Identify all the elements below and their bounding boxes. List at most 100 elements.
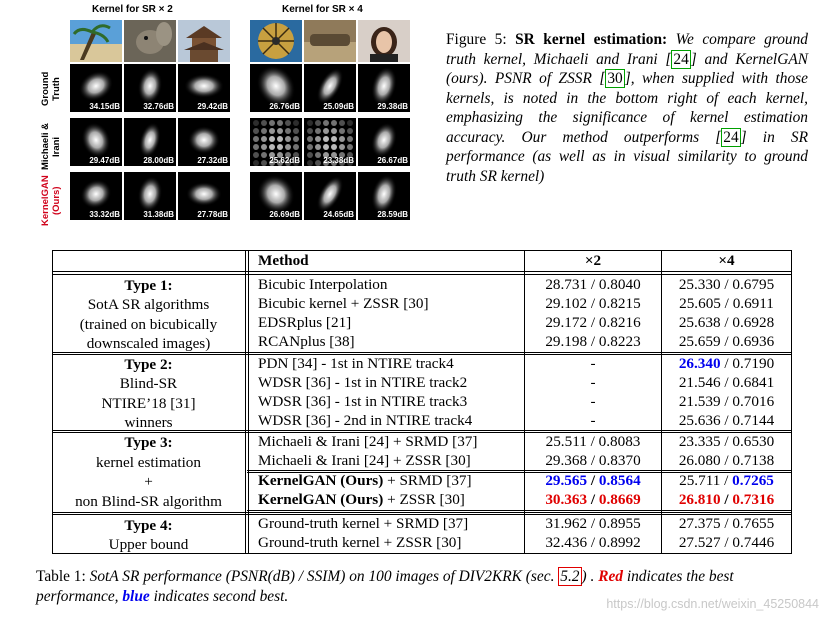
method-cell: Ground-truth kernel + ZSSR [30] — [258, 534, 462, 551]
citation-link[interactable]: [24] — [715, 127, 747, 147]
header-x4: ×4 — [718, 252, 735, 269]
label-ground-truth: Ground Truth — [40, 71, 62, 107]
psnr-label: 26.67dB — [377, 156, 408, 165]
figure-label: Figure 5: — [446, 31, 507, 48]
method-cell: KernelGAN (Ours) + ZSSR [30] — [258, 491, 465, 508]
psnr-label: 34.15dB — [89, 102, 120, 111]
table-caption: Table 1: SotA SR performance (PSNR(dB) /… — [36, 567, 734, 605]
x4-cell: 25.711 / 0.7265 — [679, 472, 774, 489]
kernel-thumb: 26.69dB — [250, 172, 302, 220]
x4-cell: 21.539 / 0.7016 — [678, 393, 775, 410]
psnr-label: 32.76dB — [143, 102, 174, 111]
x2-cell: - — [590, 412, 596, 429]
group-type4: Type 4: Upper bound — [108, 517, 189, 554]
label-michaeli-irani: Michaeli & Irani — [40, 123, 62, 171]
photo-pagoda — [178, 20, 230, 62]
x2-cell: 28.731 / 0.8040 — [545, 276, 641, 293]
header-x2: Kernel for SR × 2 — [92, 4, 173, 15]
x2-cell: - — [590, 374, 596, 391]
kernel-thumb: 26.76dB — [250, 64, 302, 112]
method-cell: Michaeli & Irani [24] + SRMD [37] — [258, 433, 478, 450]
table-label: Table 1: — [36, 568, 86, 585]
psnr-label: 25.09dB — [323, 102, 354, 111]
header-method: Method — [258, 252, 309, 269]
x2-cell: 31.962 / 0.8955 — [545, 515, 641, 532]
psnr-label: 29.47dB — [89, 156, 120, 165]
photo-wood — [304, 20, 356, 62]
kernel-thumb: 29.42dB — [178, 64, 230, 112]
x2-cell: 29.368 / 0.8370 — [545, 452, 641, 469]
group-type2: Type 2: Blind-SR NTIRE’18 [31] winners — [101, 356, 196, 431]
watermark: https://blog.csdn.net/weixin_45250844 — [606, 597, 819, 611]
x2-cell: 25.511 / 0.8083 — [545, 433, 641, 450]
x4-cell: 25.636 / 0.7144 — [678, 412, 775, 429]
method-cell: WDSR [36] - 1st in NTIRE track3 — [258, 393, 468, 410]
method-cell: Ground-truth kernel + SRMD [37] — [258, 515, 469, 532]
x4-cell: 26.080 / 0.7138 — [678, 452, 775, 469]
x4-cell: 25.330 / 0.6795 — [678, 276, 775, 293]
x2-cell: - — [590, 355, 596, 372]
psnr-label: 33.32dB — [89, 210, 120, 219]
group-type3: Type 3: kernel estimation + non Blind-SR al… — [75, 434, 222, 510]
kernel-thumb: 27.78dB — [178, 172, 230, 220]
x2-cell: 29.198 / 0.8223 — [545, 333, 641, 350]
x2-cell: 32.436 / 0.8992 — [545, 534, 641, 551]
x2-cell: 29.102 / 0.8215 — [545, 295, 641, 312]
photo-beach — [70, 20, 122, 62]
figure-caption: Figure 5: SR kernel estimation: We compa… — [446, 31, 808, 185]
psnr-label: 28.59dB — [377, 210, 408, 219]
kernel-figure: Kernel for SR × 2 Kernel for SR × 4 Grou… — [40, 0, 435, 232]
kernel-thumb: 26.67dB — [358, 118, 410, 166]
citation-link[interactable]: [30] — [599, 69, 631, 88]
kernel-thumb: 23.38dB — [304, 118, 356, 166]
group-type1: Type 1: SotA SR algorithms (trained on bic… — [79, 277, 218, 352]
x2-cell: - — [590, 393, 596, 410]
psnr-label: 25.62dB — [269, 156, 300, 165]
method-cell: Bicubic Interpolation — [258, 276, 388, 293]
photo-girl — [358, 20, 410, 62]
x4-cell: 23.335 / 0.6530 — [678, 433, 775, 450]
method-cell: KernelGAN (Ours) + SRMD [37] — [258, 472, 472, 489]
kernel-thumb: 25.62dB — [250, 118, 302, 166]
psnr-label: 27.78dB — [197, 210, 228, 219]
psnr-label: 24.65dB — [323, 210, 354, 219]
kernel-thumb: 32.76dB — [124, 64, 176, 112]
x4-cell: 25.659 / 0.6936 — [678, 333, 775, 350]
x4-cell: 26.340 / 0.7190 — [678, 355, 775, 372]
psnr-label: 29.38dB — [377, 102, 408, 111]
kernel-thumb: 33.32dB — [70, 172, 122, 220]
psnr-label: 23.38dB — [323, 156, 354, 165]
kernel-thumb: 31.38dB — [124, 172, 176, 220]
psnr-label: 28.00dB — [143, 156, 174, 165]
section-link[interactable]: 5.2 — [558, 567, 582, 586]
psnr-label: 26.69dB — [269, 210, 300, 219]
kernel-thumb: 25.09dB — [304, 64, 356, 112]
kernel-thumb: 28.00dB — [124, 118, 176, 166]
kernel-thumb: 29.47dB — [70, 118, 122, 166]
photo-fan — [250, 20, 302, 62]
x4-cell: 26.810 / 0.7316 — [678, 491, 775, 508]
x4-cell: 25.605 / 0.6911 — [679, 295, 774, 312]
x4-cell: 27.527 / 0.7446 — [678, 534, 775, 551]
label-kernelgan: KernelGAN (Ours) — [40, 175, 62, 227]
method-cell: RCANplus [38] — [258, 333, 355, 350]
kernel-thumb: 27.32dB — [178, 118, 230, 166]
citation-link[interactable]: [24] — [665, 49, 697, 69]
header-x4: Kernel for SR × 4 — [282, 4, 363, 15]
x4-cell: 21.546 / 0.6841 — [678, 374, 775, 391]
results-table: Method ×2 ×4 Type 1: SotA SR algorithms (t… — [52, 250, 792, 554]
x2-cell: 30.363 / 0.8669 — [545, 491, 641, 508]
header-x2: ×2 — [584, 252, 602, 269]
x4-cell: 27.375 / 0.7655 — [678, 515, 775, 532]
kernel-thumb: 29.38dB — [358, 64, 410, 112]
method-cell: WDSR [36] - 1st in NTIRE track2 — [258, 374, 468, 391]
method-cell: PDN [34] - 1st in NTIRE track4 — [258, 355, 454, 372]
kernel-thumb: 34.15dB — [70, 64, 122, 112]
psnr-label: 26.76dB — [269, 102, 300, 111]
x4-cell: 25.638 / 0.6928 — [678, 314, 775, 331]
method-cell: WDSR [36] - 2nd in NTIRE track4 — [258, 412, 473, 429]
x2-cell: 29.565 / 0.8564 — [545, 472, 641, 489]
method-cell: Michaeli & Irani [24] + ZSSR [30] — [258, 452, 471, 469]
photo-squirrel — [124, 20, 176, 62]
psnr-label: 27.32dB — [197, 156, 228, 165]
